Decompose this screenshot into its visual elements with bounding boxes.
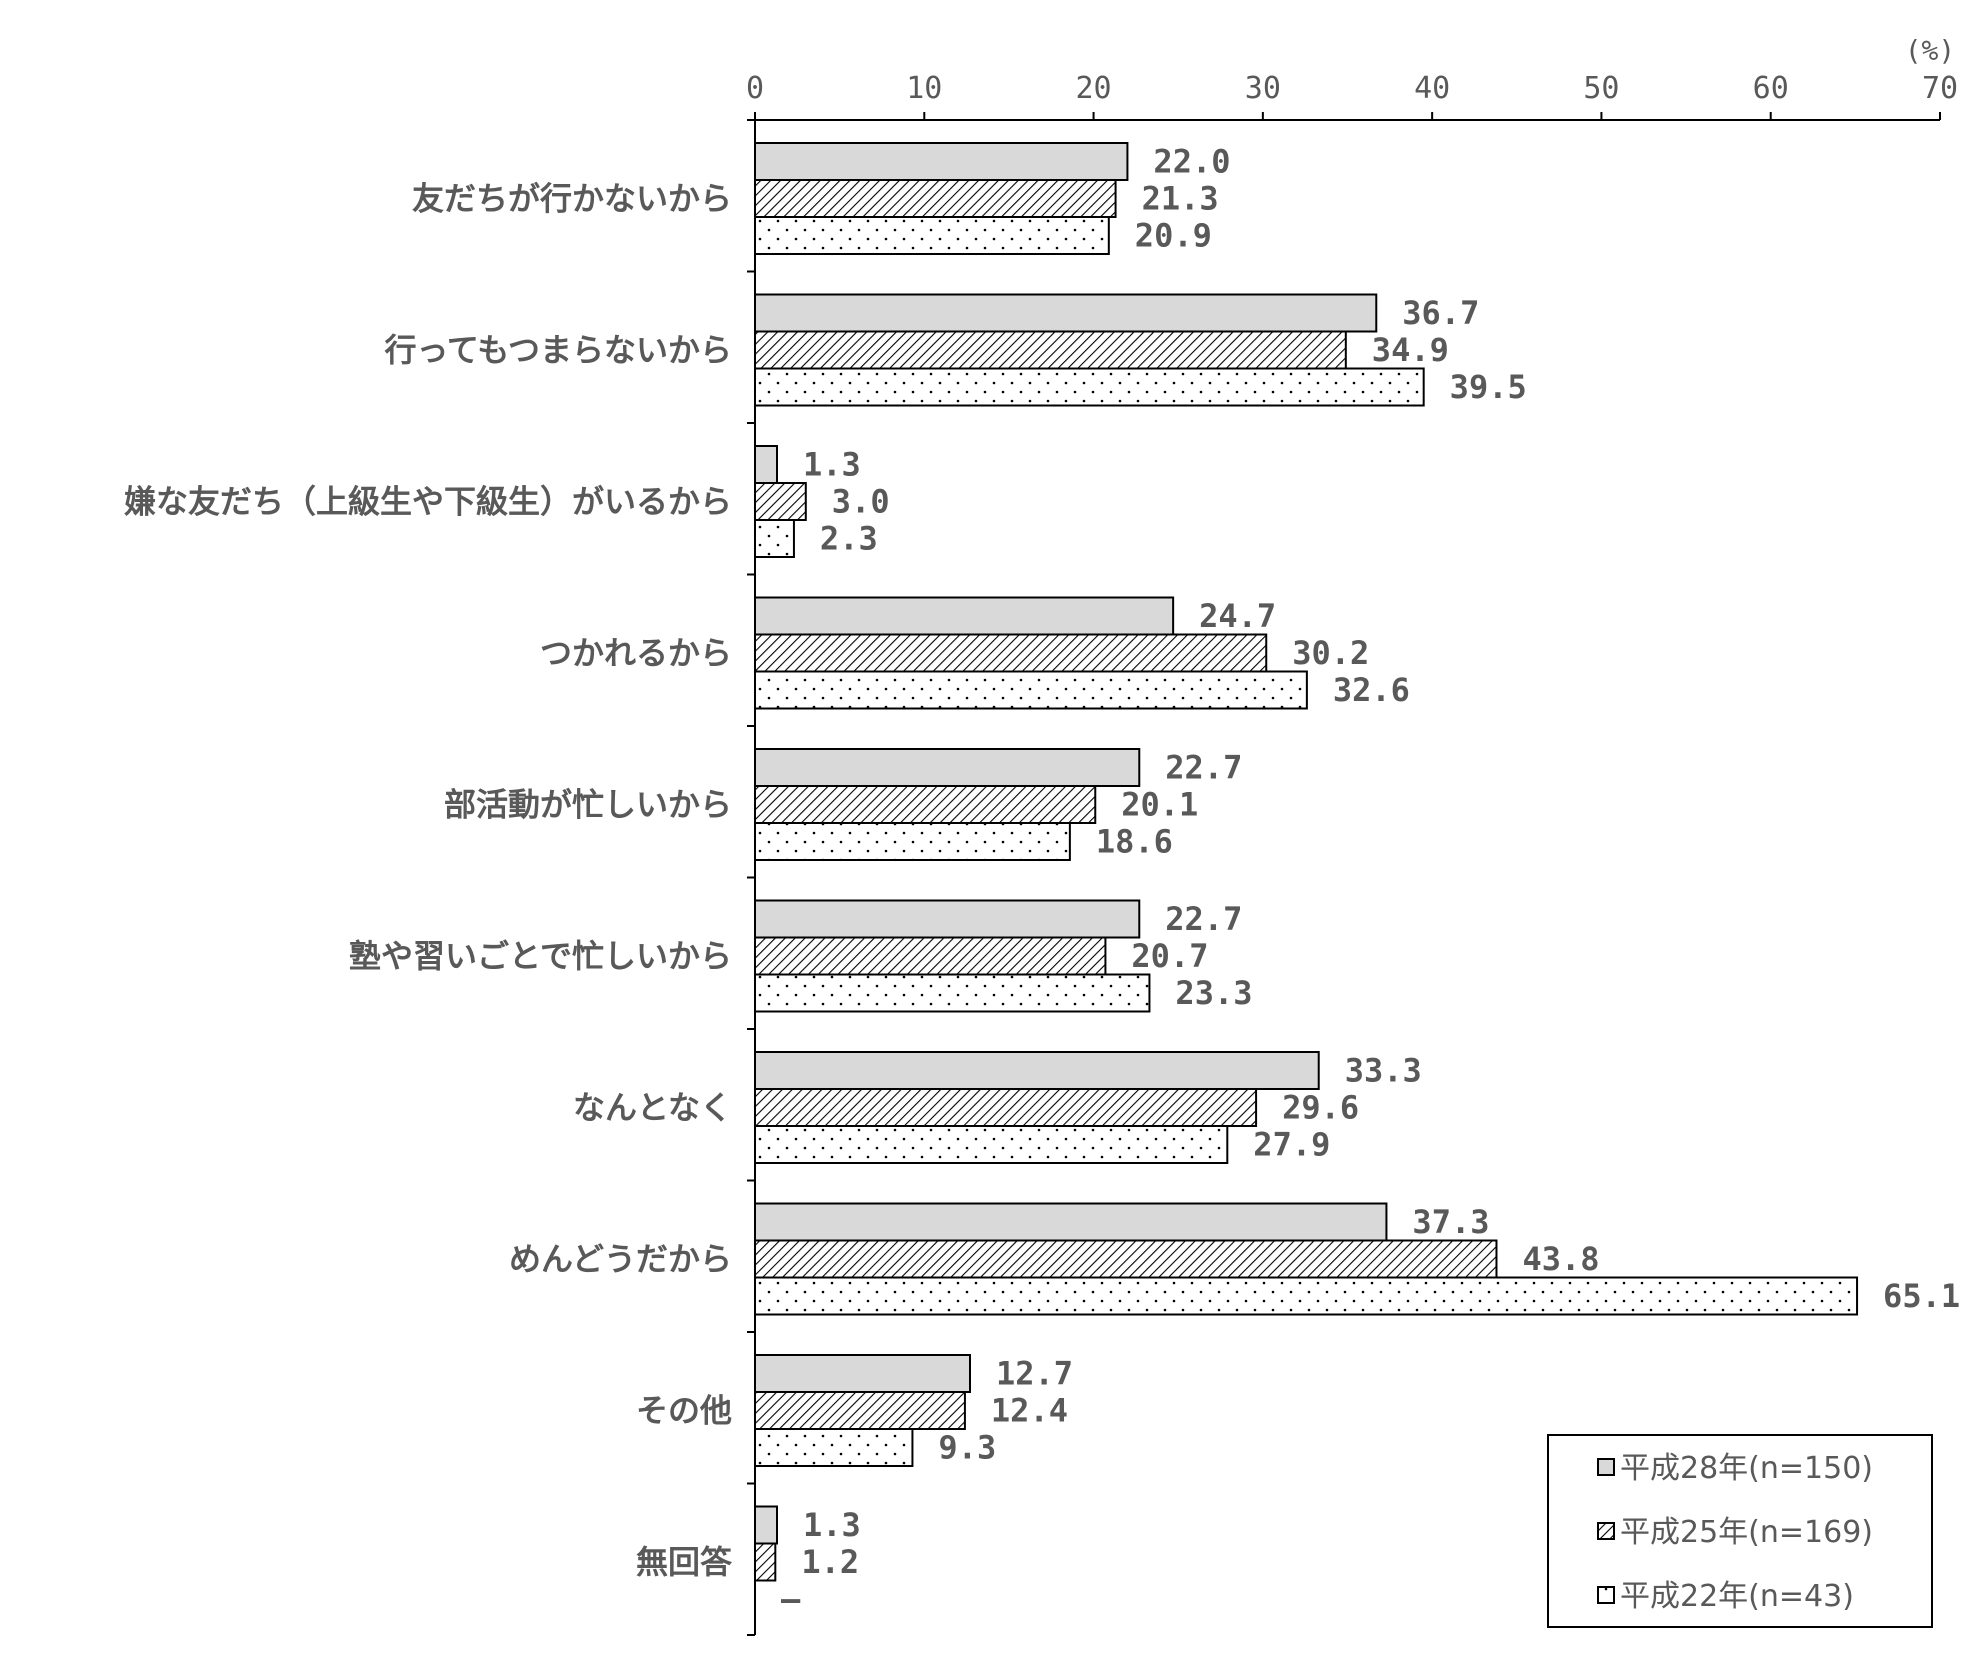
data-label: 12.7 bbox=[996, 1355, 1073, 1393]
data-label: 43.8 bbox=[1522, 1240, 1599, 1278]
bar bbox=[754, 293, 1378, 333]
legend-swatch bbox=[1597, 1522, 1615, 1540]
unit-label: (%) bbox=[1905, 34, 1956, 67]
bar bbox=[754, 633, 1268, 673]
category-label: 部活動が忙しいから bbox=[444, 786, 732, 824]
legend-swatch bbox=[1597, 1458, 1615, 1476]
category-label: 嫌な友だち（上級生や下級生）がいるから bbox=[124, 483, 732, 521]
data-label: 32.6 bbox=[1333, 671, 1410, 709]
data-label: 20.1 bbox=[1121, 786, 1198, 824]
category-label: なんとなく bbox=[573, 1089, 732, 1127]
data-label: 24.7 bbox=[1199, 597, 1276, 635]
data-label: 23.3 bbox=[1175, 974, 1252, 1012]
bar bbox=[754, 1088, 1258, 1127]
bar bbox=[754, 519, 795, 558]
bar bbox=[754, 1276, 1859, 1316]
bar bbox=[754, 785, 1097, 824]
x-tick-label: 20 bbox=[1076, 71, 1112, 106]
data-label: 27.9 bbox=[1253, 1126, 1330, 1164]
x-tick-label: 60 bbox=[1753, 71, 1789, 106]
data-label: 34.9 bbox=[1372, 331, 1449, 369]
legend-label: 平成22年(n=43) bbox=[1620, 1579, 1854, 1614]
x-tick-label: 40 bbox=[1414, 71, 1450, 106]
data-label: 33.3 bbox=[1345, 1052, 1422, 1090]
labels-layer: 友だちが行かないから 22.021.320.9 行ってもつまらないから 36.734.… bbox=[124, 143, 1960, 1619]
category-label: めんどうだから bbox=[509, 1240, 732, 1278]
data-label: — bbox=[781, 1580, 801, 1618]
bar bbox=[754, 1239, 1498, 1279]
bar bbox=[754, 142, 1129, 181]
bar bbox=[754, 482, 807, 521]
data-label: 18.6 bbox=[1096, 823, 1173, 861]
data-label: 22.0 bbox=[1153, 143, 1230, 181]
data-label: 30.2 bbox=[1292, 634, 1369, 672]
data-label: 20.9 bbox=[1135, 217, 1212, 255]
bar bbox=[754, 1428, 914, 1467]
x-tick-label: 10 bbox=[906, 71, 942, 106]
bar bbox=[754, 822, 1071, 861]
data-label: 1.2 bbox=[801, 1543, 859, 1581]
bar bbox=[754, 1505, 779, 1545]
data-label: 22.7 bbox=[1165, 749, 1242, 787]
category-label: 行ってもつまらないから bbox=[384, 331, 732, 369]
data-label: 21.3 bbox=[1142, 180, 1219, 218]
data-label: 3.0 bbox=[832, 483, 890, 521]
legend-swatch bbox=[1597, 1586, 1615, 1604]
legend-label: 平成28年(n=150) bbox=[1620, 1451, 1873, 1486]
data-label: 1.3 bbox=[803, 446, 861, 484]
data-label: 65.1 bbox=[1883, 1277, 1960, 1315]
x-tick-label: 0 bbox=[746, 71, 764, 106]
bar bbox=[754, 216, 1110, 255]
bar bbox=[754, 1542, 777, 1582]
category-label: 無回答 bbox=[636, 1543, 733, 1581]
bar bbox=[754, 748, 1141, 787]
bar bbox=[754, 1202, 1388, 1242]
category-label: 友だちが行かないから bbox=[412, 180, 732, 218]
data-label: 12.4 bbox=[991, 1392, 1068, 1430]
bar bbox=[754, 367, 1425, 407]
data-label: 39.5 bbox=[1450, 368, 1527, 406]
bar bbox=[754, 1051, 1320, 1090]
data-label: 2.3 bbox=[820, 520, 878, 558]
data-label: 29.6 bbox=[1282, 1089, 1359, 1127]
data-label: 22.7 bbox=[1165, 900, 1242, 938]
data-label: 9.3 bbox=[938, 1429, 996, 1467]
bars-layer bbox=[754, 142, 1859, 1582]
legend-label: 平成25年(n=169) bbox=[1620, 1515, 1873, 1550]
bar bbox=[754, 1391, 966, 1430]
bar bbox=[754, 596, 1175, 636]
x-tick-label: 50 bbox=[1583, 71, 1619, 106]
data-label: 37.3 bbox=[1412, 1203, 1489, 1241]
bar bbox=[754, 1125, 1229, 1164]
legend: 平成28年(n=150) 平成25年(n=169) 平成22年(n=43) bbox=[1547, 1434, 1933, 1628]
category-label: 塾や習いごとで忙しいから bbox=[349, 937, 732, 975]
data-label: 1.3 bbox=[803, 1506, 861, 1544]
bar bbox=[754, 899, 1141, 939]
x-tick-label: 70 bbox=[1922, 71, 1958, 106]
category-label: その他 bbox=[636, 1392, 732, 1430]
bar bbox=[754, 1354, 971, 1393]
bar bbox=[754, 670, 1308, 710]
bar bbox=[754, 179, 1117, 218]
data-label: 36.7 bbox=[1402, 294, 1479, 332]
category-label: つかれるから bbox=[540, 634, 732, 672]
bar bbox=[754, 445, 779, 484]
x-tick-label: 30 bbox=[1245, 71, 1281, 106]
data-label: 20.7 bbox=[1131, 937, 1208, 975]
bar bbox=[754, 973, 1151, 1013]
bar bbox=[754, 330, 1347, 370]
bar bbox=[754, 936, 1107, 976]
